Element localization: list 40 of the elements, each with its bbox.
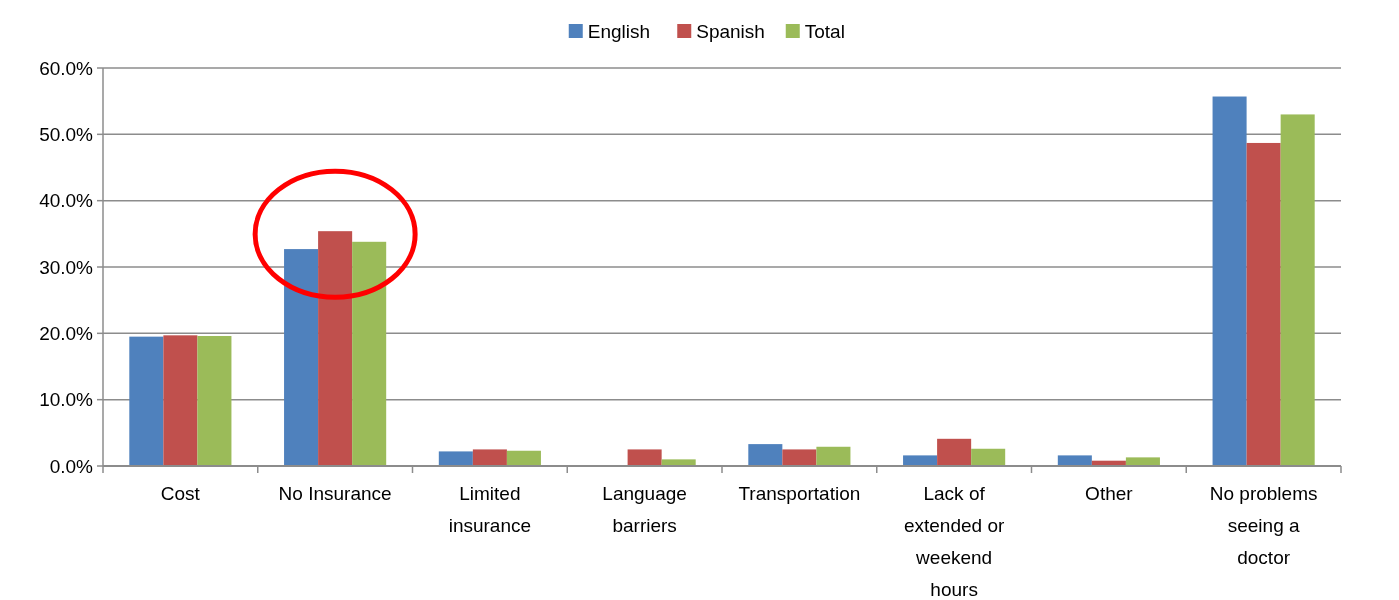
bar xyxy=(1057,455,1092,466)
bar xyxy=(1125,457,1160,466)
bar xyxy=(748,444,783,466)
bar xyxy=(1280,114,1315,466)
bar xyxy=(506,450,541,466)
bar xyxy=(472,449,507,466)
y-tick-label: 40.0% xyxy=(39,190,94,212)
y-tick-label: 20.0% xyxy=(39,322,94,344)
bar xyxy=(318,231,353,466)
x-tick-label: Language barriers xyxy=(602,483,687,536)
bar xyxy=(661,459,696,466)
bar xyxy=(937,438,972,466)
x-tick-label: Other xyxy=(1085,483,1134,504)
bar xyxy=(971,448,1006,466)
bar xyxy=(627,449,662,466)
y-tick-label: 30.0% xyxy=(39,256,94,278)
x-tick-label: Lack of extended or weekend hours xyxy=(903,483,1005,600)
bar xyxy=(1246,142,1281,466)
x-tick-label: Cost xyxy=(160,483,201,504)
bar xyxy=(163,335,198,466)
x-tick-label: No problems seeing a doctor xyxy=(1209,483,1318,568)
y-tick-label: 60.0% xyxy=(39,57,94,79)
bar xyxy=(197,335,232,466)
bar xyxy=(903,455,938,466)
bar xyxy=(129,336,164,466)
bar xyxy=(352,241,387,466)
x-tick-label: Transportation xyxy=(738,483,861,504)
y-tick-label: 0.0% xyxy=(49,455,94,477)
legend-label: Total xyxy=(804,20,845,42)
legend-label: Spanish xyxy=(696,20,765,42)
bar xyxy=(1212,96,1247,466)
y-tick-label: 10.0% xyxy=(39,389,94,411)
x-tick-label: Limited insurance xyxy=(448,483,532,536)
bar xyxy=(782,449,817,466)
bar xyxy=(816,446,851,466)
bar xyxy=(438,451,473,466)
x-tick-label: No Insurance xyxy=(278,483,392,504)
legend-label: English xyxy=(587,20,651,42)
y-tick-label: 50.0% xyxy=(39,123,94,145)
bar xyxy=(284,249,319,466)
